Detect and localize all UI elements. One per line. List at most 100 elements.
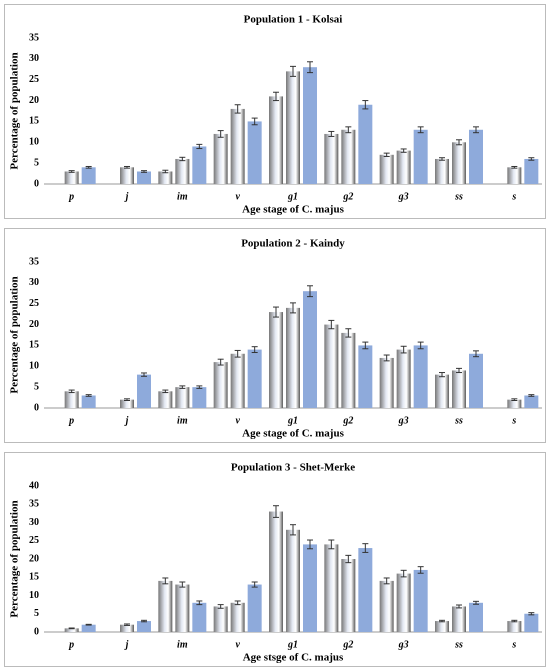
- error-bar: [439, 157, 445, 161]
- bar: [286, 307, 300, 408]
- error-bar: [456, 367, 462, 374]
- bar: [286, 71, 300, 184]
- error-bar: [362, 341, 369, 350]
- error-bar: [68, 170, 75, 173]
- y-tick-label: 10: [29, 361, 39, 372]
- y-tick-label: 10: [29, 590, 39, 601]
- y-axis-label: Percentage of population: [9, 500, 21, 617]
- bar: [435, 158, 449, 184]
- bar: [120, 399, 134, 408]
- error-bar: [511, 398, 518, 401]
- error-bar: [456, 139, 462, 146]
- bar: [158, 391, 173, 408]
- x-tick-label: im: [177, 191, 188, 202]
- chart-title: Population 1 - Kolsai: [244, 14, 343, 26]
- bar: [413, 569, 428, 632]
- bar: [358, 104, 373, 184]
- bar: [137, 171, 151, 184]
- bar: [435, 374, 449, 408]
- error-bar: [217, 130, 224, 138]
- bar: [341, 129, 356, 184]
- bar: [324, 133, 339, 184]
- x-tick-label: g2: [342, 639, 353, 650]
- error-bar: [345, 554, 352, 564]
- x-tick-label: s: [511, 415, 516, 426]
- bar: [192, 146, 207, 184]
- error-bar: [362, 543, 369, 553]
- error-bar: [456, 604, 462, 609]
- y-tick-label: 10: [29, 137, 39, 148]
- bar: [435, 621, 449, 632]
- error-bar: [162, 169, 169, 174]
- error-bar: [328, 539, 335, 550]
- bar: [507, 399, 522, 408]
- bar: [230, 602, 245, 632]
- bar: [524, 158, 539, 184]
- y-tick-label: 5: [34, 157, 39, 168]
- y-tick-label: 25: [29, 535, 39, 546]
- error-bar: [273, 91, 279, 102]
- bar: [269, 96, 283, 184]
- error-bar: [251, 581, 258, 588]
- bar: [469, 353, 483, 408]
- error-bar: [179, 156, 186, 162]
- bar: [64, 171, 79, 184]
- y-tick-label: 15: [29, 340, 39, 351]
- bar: [452, 606, 466, 632]
- x-tick-label: ss: [454, 415, 463, 426]
- error-bar: [124, 398, 130, 401]
- bar: [64, 391, 79, 408]
- error-bar: [273, 505, 279, 518]
- bar: [192, 602, 207, 632]
- error-bar: [400, 148, 407, 153]
- error-bar: [400, 569, 407, 578]
- y-tick-label: 35: [29, 256, 39, 267]
- error-bar: [234, 104, 241, 114]
- error-bar: [439, 372, 445, 378]
- y-axis-label: Percentage of population: [9, 276, 21, 393]
- error-bar: [417, 126, 424, 134]
- x-tick-label: g3: [398, 639, 409, 650]
- bar: [469, 602, 483, 632]
- error-bar: [196, 600, 203, 606]
- bar: [175, 158, 190, 184]
- bar: [137, 621, 151, 632]
- error-bar: [68, 389, 75, 394]
- bar: [213, 133, 228, 184]
- bar: [452, 142, 466, 184]
- bar: [413, 129, 428, 184]
- error-bar: [196, 143, 203, 150]
- error-bar: [217, 358, 224, 366]
- y-axis-label: Percentage of population: [9, 52, 21, 169]
- panel-border: [4, 452, 546, 667]
- x-tick-label: g1: [287, 415, 298, 426]
- bar: [379, 154, 394, 184]
- y-tick-label: 25: [29, 298, 39, 309]
- x-tick-label: s: [511, 639, 516, 650]
- bar: [230, 108, 245, 184]
- error-bar: [85, 394, 92, 397]
- x-tick-label: v: [235, 639, 240, 650]
- bar: [379, 357, 394, 408]
- error-bar: [473, 126, 479, 134]
- bar: [81, 624, 96, 632]
- bar: [324, 544, 339, 632]
- x-tick-label: ss: [454, 191, 463, 202]
- error-bar: [141, 170, 147, 173]
- bar: [269, 312, 283, 408]
- x-tick-label: v: [235, 191, 240, 202]
- x-tick-label: g1: [287, 191, 298, 202]
- y-tick-label: 25: [29, 74, 39, 85]
- error-bar: [141, 372, 147, 377]
- x-tick-label: j: [124, 639, 129, 650]
- panel-border: [4, 228, 546, 443]
- bar: [358, 548, 373, 632]
- error-bar: [383, 354, 390, 362]
- bar: [213, 606, 228, 632]
- x-tick-label: im: [177, 415, 188, 426]
- error-bar: [307, 539, 313, 550]
- error-bar: [417, 566, 424, 574]
- bar: [175, 387, 190, 408]
- bar: [341, 559, 356, 632]
- error-bar: [217, 604, 224, 609]
